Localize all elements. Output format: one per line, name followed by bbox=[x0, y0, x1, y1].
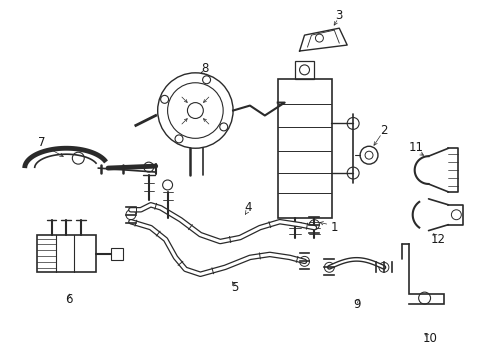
Text: 9: 9 bbox=[353, 297, 360, 311]
Bar bbox=[37, 235, 96, 272]
Bar bbox=[294, 61, 314, 79]
Text: 2: 2 bbox=[379, 124, 387, 137]
Text: 7: 7 bbox=[38, 136, 45, 149]
Text: 11: 11 bbox=[408, 141, 423, 154]
Text: 4: 4 bbox=[244, 201, 251, 214]
Text: 12: 12 bbox=[430, 233, 445, 246]
Bar bbox=[111, 248, 122, 260]
Text: 8: 8 bbox=[201, 62, 208, 75]
Text: 5: 5 bbox=[231, 281, 238, 294]
Text: 3: 3 bbox=[335, 9, 342, 22]
Text: 6: 6 bbox=[65, 293, 73, 306]
Text: 1: 1 bbox=[330, 221, 337, 234]
Bar bbox=[277, 79, 332, 218]
Text: 10: 10 bbox=[422, 332, 437, 345]
